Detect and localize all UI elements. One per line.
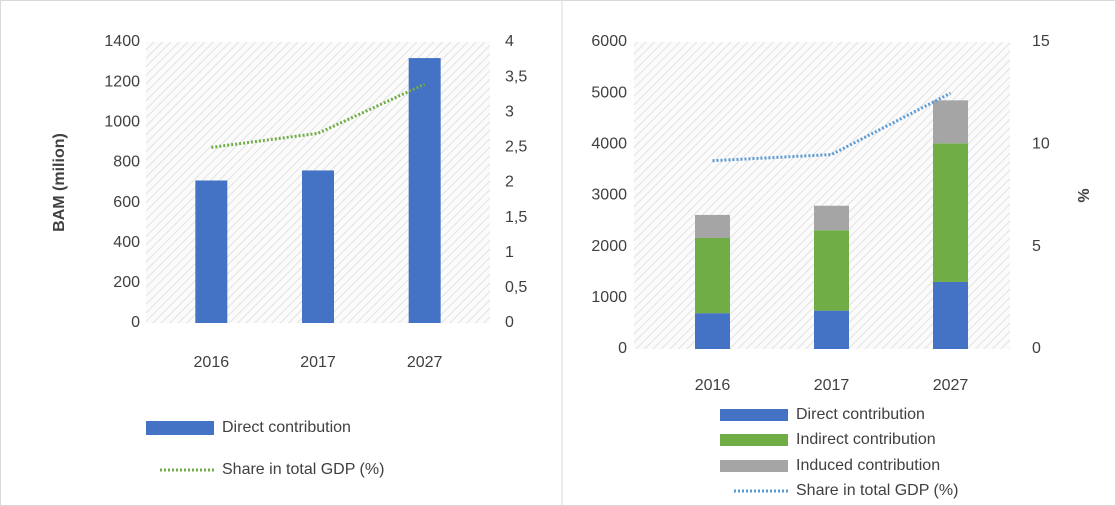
y-tick-label: 800 — [113, 154, 140, 171]
legend-label: Share in total GDP (%) — [222, 461, 384, 478]
y2-tick-label: 0,5 — [505, 279, 527, 296]
y2-tick-label: 3,5 — [505, 68, 527, 85]
y2-tick-label: 1,5 — [505, 209, 527, 226]
y-axis-label: BAM (milion) — [51, 133, 68, 232]
y-tick-label: 0 — [618, 340, 627, 357]
legend-swatch — [146, 421, 214, 435]
y2-tick-label: 0 — [505, 314, 514, 331]
bar — [814, 205, 849, 231]
x-tick-label: 2016 — [695, 377, 731, 394]
y2-tick-label: 2,5 — [505, 139, 527, 156]
bar — [195, 180, 228, 323]
share-line — [712, 91, 952, 163]
legend-label: Indirect contribution — [796, 431, 936, 448]
y2-tick-label: 15 — [1032, 33, 1050, 50]
y2-tick-label: 5 — [1032, 238, 1041, 255]
y-tick-label: 600 — [113, 194, 140, 211]
y-tick-label: 0 — [131, 314, 140, 331]
legend-label: Induced contribution — [796, 457, 940, 474]
x-tick-label: 2017 — [814, 377, 850, 394]
legend-swatch — [720, 409, 788, 421]
y-tick-label: 5000 — [591, 84, 627, 101]
y2-tick-label: 2 — [505, 174, 514, 191]
y2-tick-label: 1 — [505, 244, 514, 261]
x-tick-label: 2027 — [933, 377, 969, 394]
bar — [408, 58, 441, 324]
y-tick-label: 1000 — [591, 289, 627, 306]
y2-tick-label: 10 — [1032, 136, 1050, 153]
legend-label: Share in total GDP (%) — [796, 482, 958, 499]
legend-swatch — [720, 434, 788, 446]
legend-label: Direct contribution — [796, 406, 925, 423]
y2-tick-label: 3 — [505, 103, 514, 120]
x-tick-label: 2017 — [300, 354, 336, 371]
y-tick-label: 1000 — [104, 114, 140, 131]
y-tick-label: 400 — [113, 234, 140, 251]
y-tick-label: 3000 — [591, 187, 627, 204]
bar — [814, 230, 849, 311]
bar — [695, 237, 730, 314]
bar — [695, 313, 730, 349]
y-tick-label: 4000 — [591, 136, 627, 153]
bar — [933, 143, 968, 282]
legend-swatch — [720, 460, 788, 472]
y-tick-label: 200 — [113, 274, 140, 291]
share-line — [211, 82, 426, 149]
y-tick-label: 6000 — [591, 33, 627, 50]
y-tick-label: 1400 — [104, 33, 140, 50]
x-tick-label: 2016 — [194, 354, 230, 371]
bar — [933, 100, 968, 144]
bar — [933, 281, 968, 349]
y-tick-label: 1200 — [104, 73, 140, 90]
y2-tick-label: 4 — [505, 33, 514, 50]
y2-axis-label: % — [1076, 188, 1093, 202]
bar — [814, 310, 849, 349]
bar — [302, 170, 334, 323]
y2-tick-label: 0 — [1032, 340, 1041, 357]
y-tick-label: 2000 — [591, 238, 627, 255]
legend-label: Direct contribution — [222, 419, 351, 436]
bar — [695, 214, 730, 238]
x-tick-label: 2027 — [407, 354, 443, 371]
